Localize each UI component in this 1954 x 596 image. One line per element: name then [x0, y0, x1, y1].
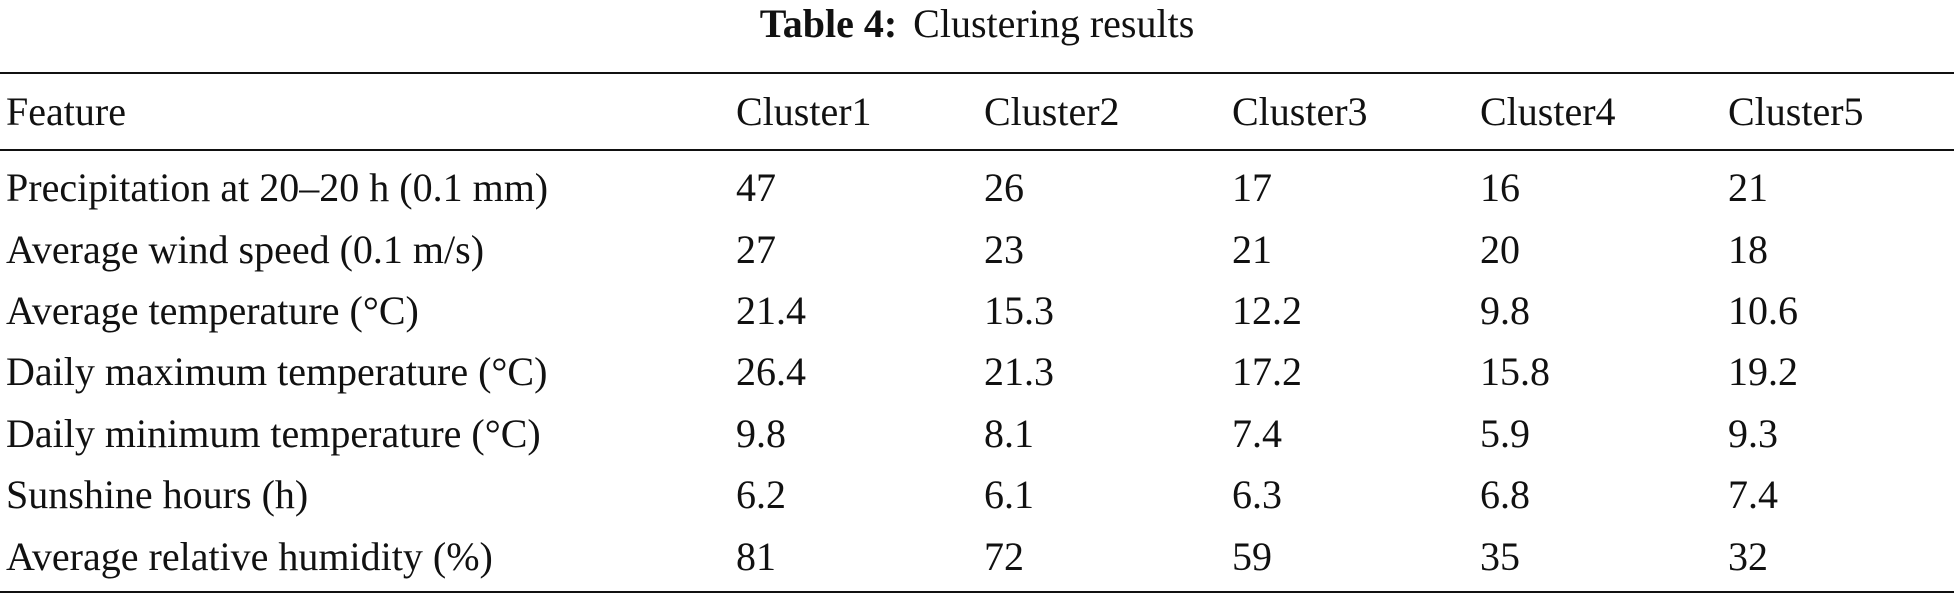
value-cell: 26: [984, 165, 1024, 211]
value-cell: 32: [1728, 533, 1768, 579]
value-cell: 21.3: [984, 349, 1054, 395]
top-rule: [0, 72, 1954, 74]
table-header: Feature Cluster1 Cluster2 Cluster3 Clust…: [0, 74, 1954, 149]
table-row: Average relative humidity (%) 81 72 59 3…: [0, 525, 1954, 586]
value-cell: 20: [1480, 226, 1520, 272]
value-cell: 9.8: [1480, 287, 1530, 333]
value-cell: 27: [736, 226, 776, 272]
value-cell: 6.8: [1480, 472, 1530, 518]
value-cell: 35: [1480, 533, 1520, 579]
column-header-feature: Feature: [6, 89, 126, 134]
feature-cell: Average temperature (°C): [6, 287, 419, 333]
column-header-cluster3: Cluster3: [1232, 89, 1368, 134]
value-cell: 16: [1480, 165, 1520, 211]
value-cell: 19.2: [1728, 349, 1798, 395]
table-body: Precipitation at 20–20 h (0.1 mm) 47 26 …: [0, 157, 1954, 587]
value-cell: 6.1: [984, 472, 1034, 518]
value-cell: 8.1: [984, 410, 1034, 456]
feature-cell: Average relative humidity (%): [6, 533, 493, 579]
header-row: Feature Cluster1 Cluster2 Cluster3 Clust…: [0, 74, 1954, 149]
value-cell: 23: [984, 226, 1024, 272]
value-cell: 9.3: [1728, 410, 1778, 456]
value-cell: 6.2: [736, 472, 786, 518]
value-cell: 17.2: [1232, 349, 1302, 395]
table-caption: Table 4: Clustering results: [0, 2, 1954, 46]
value-cell: 26.4: [736, 349, 806, 395]
value-cell: 81: [736, 533, 776, 579]
value-cell: 18: [1728, 226, 1768, 272]
table-row: Daily maximum temperature (°C) 26.4 21.3…: [0, 341, 1954, 402]
value-cell: 6.3: [1232, 472, 1282, 518]
column-header-cluster2: Cluster2: [984, 89, 1120, 134]
value-cell: 7.4: [1232, 410, 1282, 456]
table-row: Precipitation at 20–20 h (0.1 mm) 47 26 …: [0, 157, 1954, 218]
header-rule: [0, 149, 1954, 151]
feature-cell: Sunshine hours (h): [6, 472, 309, 518]
value-cell: 9.8: [736, 410, 786, 456]
column-header-cluster4: Cluster4: [1480, 89, 1616, 134]
value-cell: 21: [1728, 165, 1768, 211]
value-cell: 10.6: [1728, 287, 1798, 333]
feature-cell: Precipitation at 20–20 h (0.1 mm): [6, 165, 549, 211]
value-cell: 12.2: [1232, 287, 1302, 333]
value-cell: 5.9: [1480, 410, 1530, 456]
value-cell: 15.8: [1480, 349, 1550, 395]
value-cell: 15.3: [984, 287, 1054, 333]
bottom-rule: [0, 591, 1954, 593]
column-header-cluster5: Cluster5: [1728, 89, 1864, 134]
feature-cell: Daily maximum temperature (°C): [6, 349, 548, 395]
table-caption-label: Table 4:: [759, 1, 898, 46]
value-cell: 21: [1232, 226, 1272, 272]
table-row: Daily minimum temperature (°C) 9.8 8.1 7…: [0, 403, 1954, 464]
table-row: Sunshine hours (h) 6.2 6.1 6.3 6.8 7.4: [0, 464, 1954, 525]
value-cell: 7.4: [1728, 472, 1778, 518]
value-cell: 47: [736, 165, 776, 211]
column-header-cluster1: Cluster1: [736, 89, 872, 134]
value-cell: 59: [1232, 533, 1272, 579]
feature-cell: Daily minimum temperature (°C): [6, 410, 541, 456]
value-cell: 21.4: [736, 287, 806, 333]
table-caption-text: Clustering results: [913, 1, 1195, 46]
table-row: Average wind speed (0.1 m/s) 27 23 21 20…: [0, 218, 1954, 279]
value-cell: 72: [984, 533, 1024, 579]
table-row: Average temperature (°C) 21.4 15.3 12.2 …: [0, 280, 1954, 341]
feature-cell: Average wind speed (0.1 m/s): [6, 226, 485, 272]
value-cell: 17: [1232, 165, 1272, 211]
